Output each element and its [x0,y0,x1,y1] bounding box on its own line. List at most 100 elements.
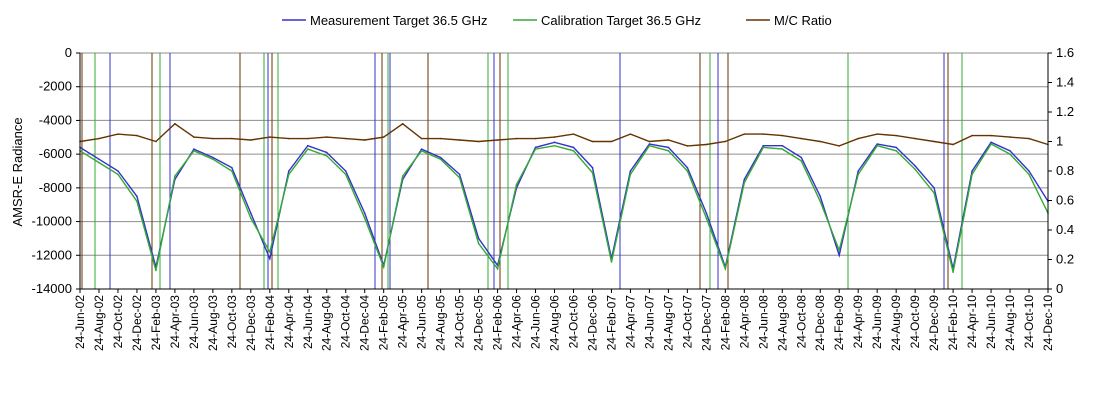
data-point [269,136,271,138]
data-point [458,173,461,176]
data-point [781,134,784,137]
x-tick-label: 24-Feb-06 [491,295,505,351]
x-tick-label: 24-Jun-08 [756,295,770,349]
x-tick-label: 24-Feb-05 [377,295,391,351]
data-point [762,144,765,147]
data-point [496,267,499,270]
data-point [876,144,878,147]
dropout-spikes [81,53,963,289]
data-point [990,143,992,145]
y-tick-label: -8000 [39,180,72,195]
data-point [401,123,404,125]
data-point [136,134,138,137]
x-tick-label: 24-Aug-05 [434,295,448,351]
series-1 [79,143,1049,273]
y-axis-title: AMSR-E Radiance [10,117,25,226]
data-point [724,140,727,143]
y-tick-label: -14000 [32,281,72,296]
data-point [193,136,195,138]
data-point [98,137,100,140]
data-point [363,139,366,141]
data-point [420,149,423,152]
data-point [212,156,214,159]
y-tick-label: -4000 [39,112,72,127]
x-tick-label: 24-Aug-03 [206,295,220,351]
data-point [231,170,233,172]
y2-tick-label: 0.8 [1056,163,1074,178]
data-point [1028,173,1030,176]
data-point [382,266,385,268]
data-point [553,141,556,144]
data-point [667,146,670,149]
data-point [572,149,575,152]
data-point [572,133,575,135]
legend-label: Measurement Target 36.5 GHz [310,13,488,28]
data-point [193,149,195,152]
x-tick-label: 24-Dec-03 [244,295,258,351]
x-tick-label: 24-Aug-07 [661,295,675,351]
data-point [1009,136,1011,138]
data-point [1028,137,1030,140]
data-point [496,139,499,141]
data-point [914,168,916,171]
data-point [933,192,935,194]
data-point [136,200,138,203]
data-point [800,160,803,162]
x-tick-label: 24-Oct-07 [680,295,694,349]
data-point [306,137,309,140]
y2-tick-label: 1.2 [1056,104,1074,119]
x-tick-label: 24-Apr-05 [396,295,410,349]
x-tick-label: 24-Jun-04 [301,295,315,349]
data-point [686,170,689,172]
data-point [269,257,271,260]
data-point [439,156,442,159]
data-point [648,140,651,143]
data-point [420,137,423,140]
data-point [98,161,100,164]
data-point [705,143,708,146]
data-point [838,145,841,147]
series-layer [79,122,1049,273]
x-tick-label: 24-Jun-05 [415,295,429,349]
data-point [477,242,480,245]
data-point [250,217,252,219]
x-tick-label: 24-Apr-04 [282,295,296,349]
x-tick-label: 24-Jun-07 [642,295,656,349]
x-tick-label: 24-Aug-10 [1003,295,1017,351]
data-point [98,158,100,160]
legend-label: M/C Ratio [774,13,832,28]
x-tick-label: 24-Aug-09 [889,295,903,351]
x-tick-label: 24-Jun-10 [984,295,998,349]
data-point [212,158,214,160]
data-point [250,212,252,214]
y2-tick-label: 1 [1056,134,1063,149]
data-point [819,195,822,198]
data-point [743,182,746,184]
data-point [800,137,803,140]
x-tick-label: 24-Dec-10 [1041,295,1055,351]
x-tick-label: 24-Aug-06 [548,295,562,351]
data-point [895,134,897,137]
data-point [515,137,518,140]
x-tick-label: 24-Apr-03 [168,295,182,349]
series-0 [79,141,1049,270]
data-point [610,140,613,143]
axes [79,53,1049,290]
data-point [971,170,973,172]
series-2 [79,122,1049,147]
data-point [990,141,992,144]
data-point [269,251,271,253]
data-point [553,144,556,147]
data-point [136,195,138,198]
x-tick-label: 24-Jun-02 [73,295,87,349]
x-tick-label: 24-Feb-08 [718,295,732,351]
data-point [439,158,442,160]
data-point [212,137,214,140]
x-tick-label: 24-Jun-09 [870,295,884,349]
data-point [344,137,347,140]
y2-tick-label: 0 [1056,281,1063,296]
data-point [1009,153,1011,155]
data-point [363,212,366,214]
data-point [724,267,727,270]
x-tick-label: 24-Apr-08 [737,295,751,349]
